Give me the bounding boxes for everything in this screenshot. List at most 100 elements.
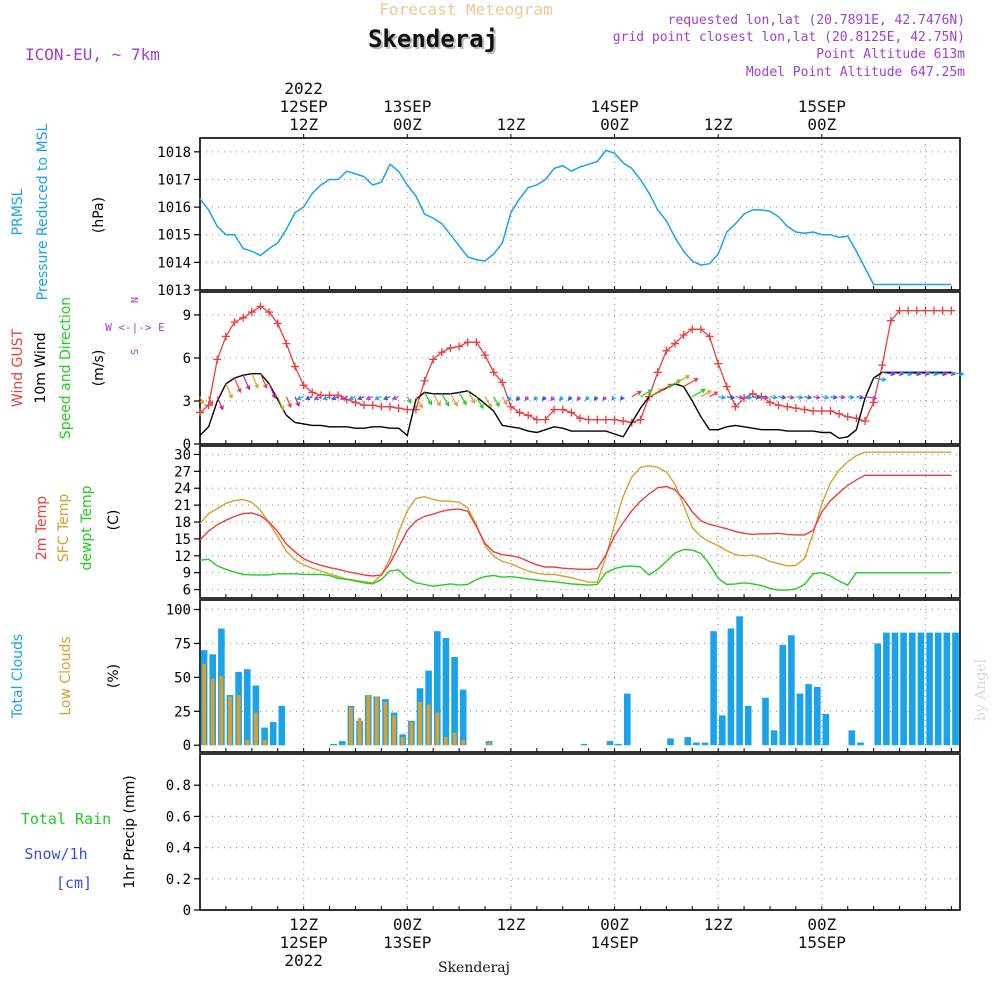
total-cloud-bar-16 (339, 741, 346, 746)
compass-south: S (130, 349, 141, 355)
pressure-ytick-label-0: 1013 (157, 283, 191, 299)
gust-marker-70 (800, 405, 809, 414)
low-cloud-bar-19 (366, 695, 371, 746)
location-title: Skenderaj (368, 25, 498, 53)
wind-arrow-15 (322, 395, 330, 401)
low-cloud-bar-18 (357, 718, 362, 746)
wind-arrow-55 (674, 375, 691, 385)
wind-arrow-9 (277, 396, 285, 411)
wind-arrow-20 (365, 395, 373, 401)
pressure-label-1: PRMSL (10, 188, 26, 235)
bottom-time-label-1-1: 13SEP (383, 933, 431, 952)
total-cloud-bar-27 (434, 631, 441, 746)
gust-marker-21 (377, 402, 386, 411)
snow-cm-label: [cm] (56, 874, 92, 892)
clouds-unit: (%) (106, 664, 122, 688)
gust-marker-11 (291, 362, 299, 371)
clouds-panel: 0 25 50 75 100 (166, 599, 961, 754)
total-cloud-bar-83 (917, 632, 925, 746)
gust-marker-20 (368, 401, 377, 410)
wind-arrow-66 (769, 394, 779, 400)
gust-marker-74 (835, 409, 844, 418)
wind-gust-label: Wind GUST (10, 328, 26, 407)
total-cloud-bar-57 (693, 742, 700, 746)
gust-marker-39 (532, 415, 541, 424)
pressure-ytick-label-1: 1014 (157, 255, 191, 271)
gust-marker-44 (576, 414, 584, 423)
top-time-label-0-0: 2022 (284, 79, 323, 98)
wind-arrow-70 (804, 394, 813, 400)
gust-marker-57 (688, 325, 697, 334)
total-cloud-bar-54 (667, 738, 674, 746)
gust-marker-53 (653, 368, 662, 377)
wind-arrow-11 (294, 396, 300, 407)
gust-marker-4 (230, 318, 239, 327)
wind-arrow-67 (778, 394, 787, 400)
total-cloud-bar-63 (744, 705, 752, 746)
wind-arrow-12 (296, 395, 304, 401)
gust-marker-79 (878, 361, 887, 370)
bottom-time-label-5-0: 00Z (807, 915, 836, 934)
wind-arrow-64 (752, 394, 761, 400)
gust-marker-71 (809, 407, 818, 416)
compass-west-east: W <-|-> E (105, 321, 165, 334)
low-cloud-bar-2 (219, 676, 224, 746)
total-cloud-bar-85 (934, 632, 942, 746)
wind-arrow-31 (467, 390, 476, 404)
gust-marker-62 (731, 402, 740, 411)
wind-arrow-6 (251, 373, 259, 389)
wind-arrow-76 (856, 394, 865, 400)
wind-arrow-41 (550, 396, 556, 402)
gust-marker-69 (791, 404, 800, 413)
wind-arrow-73 (830, 394, 839, 400)
wind-arrow-24 (406, 396, 412, 404)
top-time-label-3-0: 14SEP (590, 97, 638, 116)
gust-marker-33 (481, 351, 489, 360)
wind-arrow-25 (415, 396, 423, 409)
wind-arrow-63 (744, 394, 753, 400)
low-cloud-bar-20 (374, 696, 379, 746)
gust-marker-42 (558, 405, 567, 414)
top-time-label-4-0: 12Z (704, 115, 733, 134)
wind-arrow-3 (225, 383, 233, 399)
total-cloud-bar-49 (624, 693, 631, 746)
low-cloud-bar-4 (236, 695, 241, 746)
gust-marker-36 (506, 402, 515, 411)
wind-arrow-39 (533, 395, 539, 401)
low-cloud-bar-27 (435, 712, 440, 746)
bottom-time-label-1-0: 00Z (393, 915, 422, 934)
precip-unit: 1hr Precip (mm) (122, 775, 138, 888)
total-cloud-bar-67 (779, 644, 786, 746)
wind-arrow-33 (484, 396, 492, 409)
gust-marker-3 (221, 332, 230, 341)
total-cloud-bar-59 (710, 631, 717, 746)
gust-marker-9 (273, 319, 282, 328)
total-cloud-bar-65 (762, 697, 769, 746)
low-cloud-bar-22 (392, 715, 396, 746)
gust-marker-38 (524, 411, 533, 420)
gust-marker-68 (783, 402, 792, 411)
total-cloud-bar-68 (788, 635, 795, 746)
sfc-line (199, 451, 952, 584)
wind-arrow-14 (313, 395, 322, 401)
wind-arrow-61 (726, 394, 736, 400)
gust-marker-15 (325, 391, 334, 400)
gust-marker-12 (299, 381, 308, 390)
gust-marker-27 (429, 355, 438, 364)
total-cloud-bar-8 (269, 722, 277, 746)
temp-ytick-label-8: 30 (174, 447, 191, 463)
gust-marker-67 (774, 401, 783, 410)
gust-marker-26 (420, 376, 429, 385)
gust-marker-84 (921, 306, 930, 315)
total-cloud-bar-80 (891, 632, 899, 746)
wind-arrow-42 (558, 396, 564, 402)
clouds-frame (199, 599, 961, 753)
clouds-ytick-label-3: 75 (174, 636, 191, 652)
wind-dir-label: Speed and Direction (58, 297, 74, 439)
gust-marker-48 (610, 415, 619, 424)
low-cloud-bar-17 (349, 707, 353, 746)
gust-marker-0 (196, 408, 204, 417)
total-cloud-bar-79 (883, 632, 890, 746)
